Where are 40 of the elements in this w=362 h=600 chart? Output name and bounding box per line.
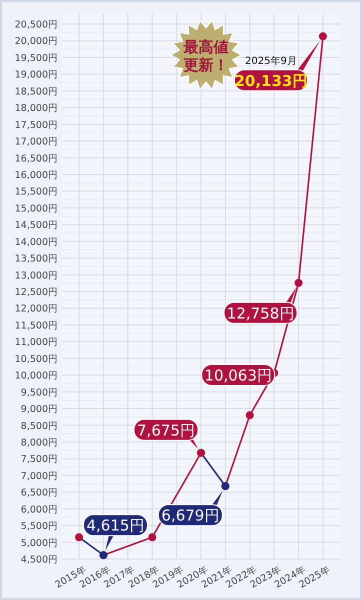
y-tick-label: 6,000円 bbox=[20, 504, 58, 516]
y-tick-label: 10,500円 bbox=[14, 354, 58, 365]
y-tick-label: 7,000円 bbox=[20, 470, 58, 482]
y-tick-label: 19,000円 bbox=[14, 70, 58, 81]
data-label: 7,675円 bbox=[137, 421, 195, 440]
y-tick-label: 9,000円 bbox=[20, 404, 58, 416]
y-tick-label: 19,500円 bbox=[14, 52, 58, 64]
y-tick-label: 15,500円 bbox=[14, 186, 58, 198]
y-tick-label: 16,000円 bbox=[14, 170, 58, 181]
data-label: 12,758円 bbox=[226, 304, 294, 322]
data-label: 6,679円 bbox=[161, 506, 220, 525]
y-tick-label: 16,500円 bbox=[14, 153, 58, 164]
y-tick-label: 12,500円 bbox=[14, 287, 58, 298]
y-tick-label: 18,000円 bbox=[14, 103, 58, 114]
annotation: 最高値更新！ bbox=[182, 38, 228, 74]
y-tick-label: 11,500円 bbox=[14, 320, 58, 332]
y-tick-label: 6,500円 bbox=[20, 488, 58, 499]
y-tick-label: 5,000円 bbox=[20, 538, 58, 549]
y-tick-label: 7,500円 bbox=[20, 454, 58, 466]
y-tick-label: 5,500円 bbox=[20, 521, 58, 532]
y-tick-label: 20,000円 bbox=[14, 36, 58, 48]
data-label: 4,615円 bbox=[86, 516, 144, 535]
y-tick-label: 17,500円 bbox=[14, 120, 58, 131]
y-tick-label: 14,500円 bbox=[14, 220, 58, 232]
y-tick-label: 8,500円 bbox=[20, 420, 58, 432]
y-tick-label: 13,500円 bbox=[14, 254, 58, 265]
y-tick-label: 11,000円 bbox=[14, 337, 58, 348]
y-tick-label: 20,500円 bbox=[14, 20, 58, 30]
data-label: 10,063円 bbox=[204, 366, 272, 384]
y-tick-label: 14,000円 bbox=[14, 236, 58, 248]
y-tick-label: 13,000円 bbox=[14, 270, 58, 282]
y-tick-label: 12,000円 bbox=[14, 304, 58, 315]
y-tick-label: 15,000円 bbox=[14, 203, 58, 214]
y-tick-label: 4,500円 bbox=[20, 554, 58, 566]
annotation: 2025年9月 bbox=[245, 55, 297, 67]
y-tick-label: 18,500円 bbox=[14, 86, 58, 98]
y-tick-label: 8,000円 bbox=[20, 437, 58, 448]
y-tick-label: 9,500円 bbox=[20, 387, 58, 398]
y-tick-label: 17,000円 bbox=[14, 136, 58, 148]
y-tick-label: 10,000円 bbox=[14, 370, 58, 382]
